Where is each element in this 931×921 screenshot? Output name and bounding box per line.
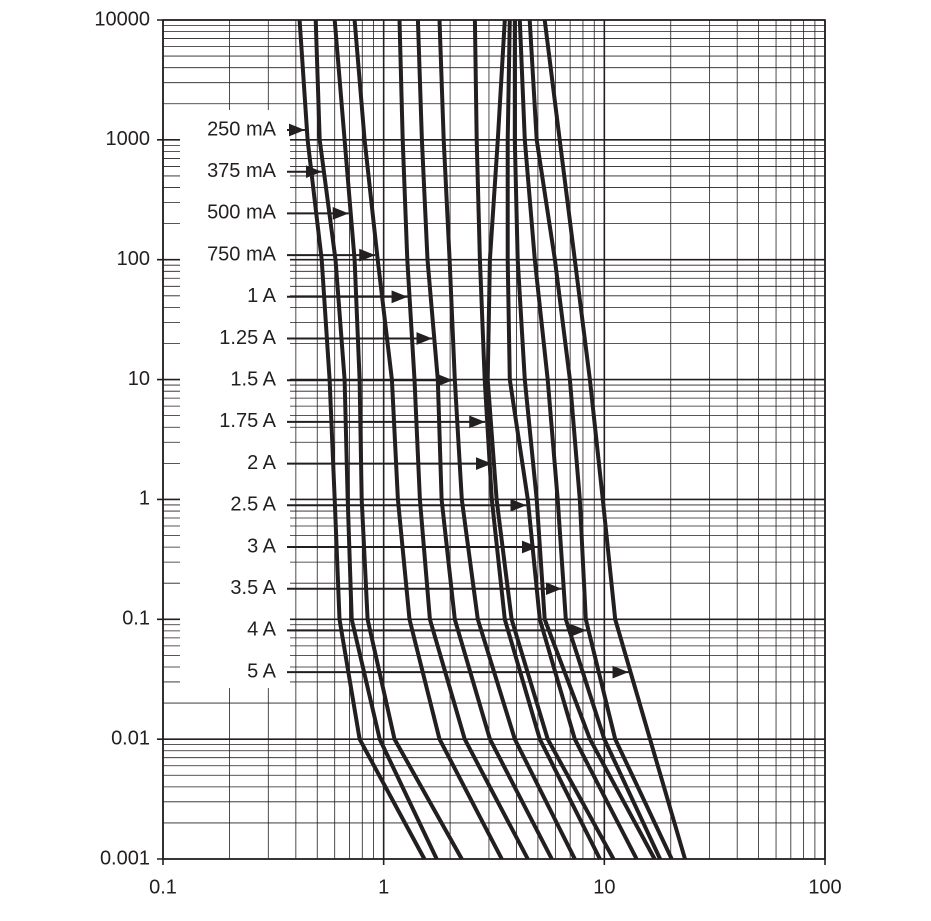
y-tick-label: 10000 <box>94 8 150 30</box>
fuse-curve <box>397 19 530 860</box>
fuse-curve <box>415 19 554 860</box>
legend-label: 750 mA <box>207 243 277 265</box>
y-tick-label: 0.001 <box>100 847 150 869</box>
fuse-curve <box>472 19 602 860</box>
fuse-curve <box>512 20 657 860</box>
fuse-curve <box>485 19 616 860</box>
label-panel <box>180 110 290 688</box>
legend-label: 500 mA <box>207 202 277 224</box>
fuse-curve <box>517 19 662 860</box>
legend-label: 1 A <box>247 285 277 307</box>
legend-label: 1.5 A <box>230 368 276 390</box>
ticks: 0.1 1 10 100 0.001 0.01 0.1 1 10 100 1000 10000 <box>94 8 841 898</box>
fuse-curve <box>313 19 439 860</box>
legend-label: 3 A <box>247 535 277 557</box>
y-tick-label: 0.01 <box>111 727 150 749</box>
plot-frame <box>162 19 826 860</box>
y-tick-label: 1 <box>139 488 150 510</box>
x-tick-label: 100 <box>808 876 841 898</box>
legend-label: 1.75 A <box>219 410 276 432</box>
legend-label: 3.5 A <box>230 577 276 599</box>
x-tick-label: 10 <box>593 876 615 898</box>
legend-label: 1.25 A <box>219 327 276 349</box>
legend-label: 2.5 A <box>230 494 276 516</box>
legend-label: 375 mA <box>207 160 277 182</box>
labels: 250 mA 375 mA 500 mA 750 mA 1 A 1.25 A 1.5 A 1.… <box>180 110 629 688</box>
y-tick-label: 1000 <box>106 128 151 150</box>
legend-label: 2 A <box>247 452 277 474</box>
y-tick-label: 0.1 <box>122 608 150 630</box>
fuse-curve <box>297 19 427 860</box>
x-tick-label: 0.1 <box>149 876 177 898</box>
fuse-curve <box>352 19 504 860</box>
fuse-curve <box>332 19 464 860</box>
legend-label: 4 A <box>247 619 277 641</box>
legend-label: 250 mA <box>207 118 277 140</box>
legend-label: 5 A <box>247 660 277 682</box>
fuse-curve <box>527 19 674 860</box>
curves <box>297 19 687 860</box>
y-tick-label: 10 <box>128 368 150 390</box>
fuse-curve <box>505 19 639 860</box>
fuse-curve <box>542 19 687 860</box>
x-tick-label: 1 <box>378 876 389 898</box>
fuse-curve <box>437 19 577 860</box>
y-tick-label: 100 <box>117 248 150 270</box>
